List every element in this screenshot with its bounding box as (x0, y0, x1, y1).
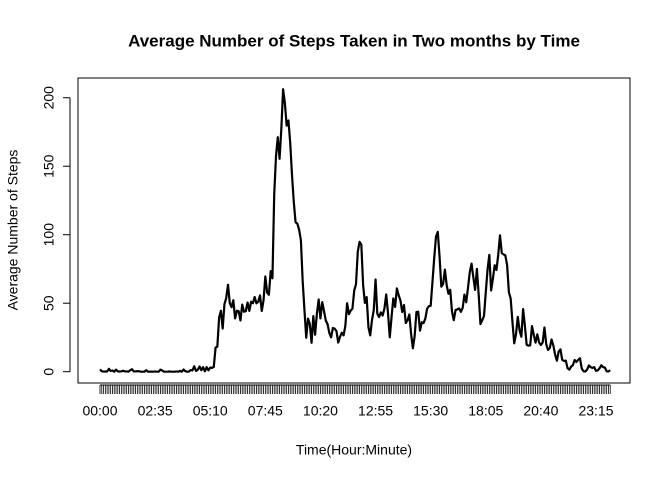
x-tick-label: 15:30 (413, 403, 448, 419)
x-tick-label: 02:35 (138, 403, 173, 419)
plot-box (77, 77, 631, 384)
y-axis-title: Average Number of Steps (5, 150, 21, 311)
x-tick-label: 18:05 (468, 403, 503, 419)
y-tick-label: 200 (41, 86, 57, 110)
data-line (99, 88, 611, 373)
x-tick-label: 12:55 (358, 403, 393, 419)
chart-title: Average Number of Steps Taken in Two mon… (128, 31, 580, 50)
y-tick-label: 0 (41, 368, 57, 376)
x-tick-label: 10:20 (303, 403, 338, 419)
x-tick-label: 07:45 (248, 403, 283, 419)
x-axis-title: Time(Hour:Minute) (296, 442, 412, 458)
x-tick-label: 00:00 (82, 403, 117, 419)
y-tick-label: 100 (41, 223, 57, 247)
x-tick-label: 05:10 (193, 403, 228, 419)
y-tick-label: 150 (41, 154, 57, 178)
x-tick-label: 20:40 (523, 403, 558, 419)
y-tick-label: 50 (41, 295, 57, 311)
x-tick-label: 23:15 (578, 403, 613, 419)
